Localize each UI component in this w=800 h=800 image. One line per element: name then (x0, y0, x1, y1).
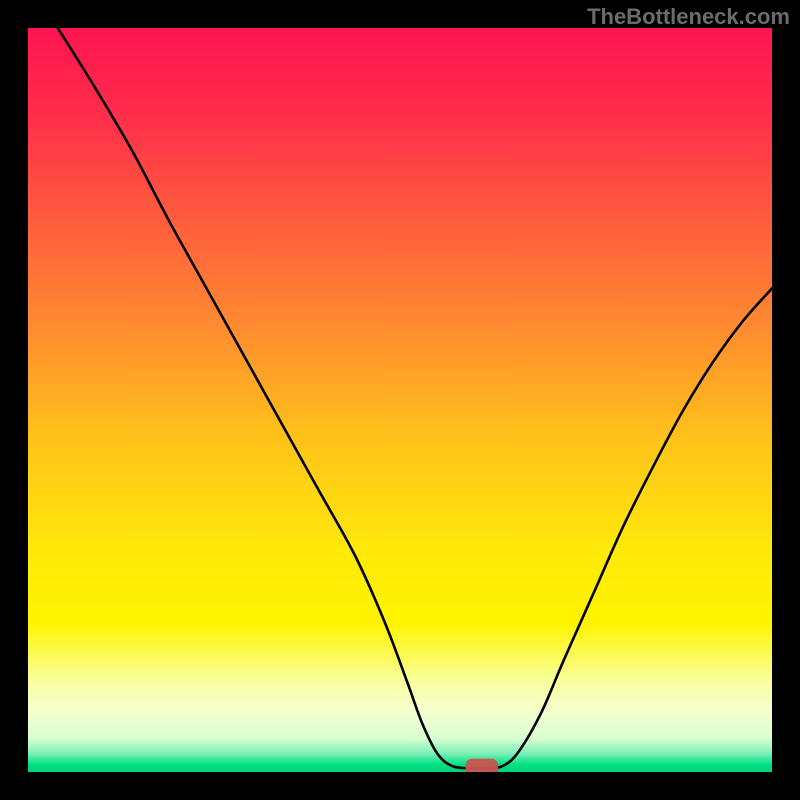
chart-frame: TheBottleneck.com (0, 0, 800, 800)
plot-area (28, 28, 772, 772)
optimal-point-marker (465, 759, 498, 772)
watermark-text: TheBottleneck.com (587, 4, 790, 30)
plot-svg (28, 28, 772, 772)
